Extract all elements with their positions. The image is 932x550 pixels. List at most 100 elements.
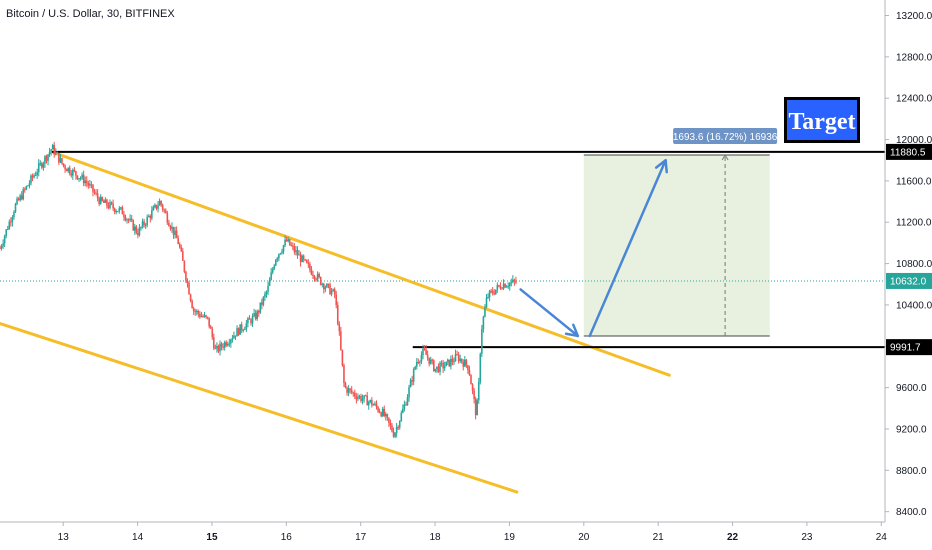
price-tick-label: 13200.0 <box>896 11 932 22</box>
candle-body <box>512 279 514 283</box>
candle-body <box>75 171 77 176</box>
time-tick-label: 17 <box>355 532 367 543</box>
candle-body <box>45 156 48 161</box>
measure-label: 1693.6 (16.72%) 16936 <box>673 132 778 143</box>
channel-upper-line[interactable] <box>50 150 671 377</box>
candle-body <box>284 239 286 246</box>
price-tick-label: 8800.0 <box>896 466 927 477</box>
candle-body <box>285 239 288 242</box>
candle-body <box>470 375 472 385</box>
candle-body <box>103 200 105 203</box>
candle-body <box>316 273 319 280</box>
resistance-price-tag-bg <box>886 143 932 160</box>
candle-body <box>293 246 296 253</box>
candle-body <box>505 286 508 288</box>
candle-body <box>429 359 432 364</box>
candle-body <box>209 326 212 329</box>
candle-body <box>471 384 474 391</box>
channel-lower-line[interactable] <box>0 322 519 494</box>
candle-body <box>169 226 172 229</box>
candle-body <box>203 315 206 317</box>
candle-body <box>205 315 207 317</box>
candle-body <box>112 203 114 209</box>
time-axis[interactable]: 13 14 15 16 17 18 19 20 21 22 23 24 <box>58 522 888 543</box>
time-tick-label: 16 <box>281 532 293 543</box>
candle-body <box>477 382 480 401</box>
candle-body <box>240 324 243 331</box>
candle-body <box>409 380 412 388</box>
candle-body <box>510 282 513 284</box>
candle-body <box>79 178 82 180</box>
candle-body <box>226 344 229 346</box>
candle-body <box>268 279 271 286</box>
candle-body <box>434 368 437 372</box>
candle-body <box>467 365 469 371</box>
candle-body <box>28 183 31 186</box>
candle-body <box>436 366 438 369</box>
target-annotation-box[interactable] <box>787 100 857 140</box>
candle-body <box>146 216 148 225</box>
candle-body <box>248 318 251 320</box>
candle-body <box>155 204 158 209</box>
candle-body <box>267 285 269 292</box>
candle-body <box>439 362 441 372</box>
candle-body <box>172 226 175 235</box>
candle-body <box>90 184 93 186</box>
candle-body <box>383 408 386 416</box>
candle-body <box>72 169 74 176</box>
candle-body <box>487 296 489 298</box>
candle-body <box>81 174 83 179</box>
candle-body <box>319 276 322 285</box>
candle-body <box>126 219 128 221</box>
candle-body <box>127 219 130 221</box>
candle-body <box>367 401 370 406</box>
candle-body <box>42 163 45 168</box>
candle-body <box>256 311 258 320</box>
price-axis[interactable]: 13200.0 12800.0 12400.0 12000.0 11600.0 11200… <box>885 11 932 518</box>
candle-body <box>392 431 395 437</box>
candle-body <box>129 218 131 221</box>
candle-body <box>405 404 407 406</box>
candle-body <box>329 284 331 295</box>
candle-body <box>265 291 268 294</box>
support-price-tag: 9991.7 <box>890 343 921 354</box>
candle-body <box>378 411 381 413</box>
candle-body <box>19 195 21 201</box>
candle-body <box>247 318 249 324</box>
candle-body <box>53 145 56 155</box>
candle-body <box>305 260 308 263</box>
candle-body <box>343 365 345 384</box>
candle-body <box>143 221 145 226</box>
candle-body <box>417 362 420 364</box>
candle-body <box>304 259 307 261</box>
candle-body <box>48 151 51 155</box>
candle-body <box>33 175 35 178</box>
candle-body <box>171 226 173 229</box>
candle-body <box>307 262 310 265</box>
candle-body <box>315 278 317 280</box>
pullback-arrow[interactable] <box>519 288 580 338</box>
candle-body <box>41 163 43 168</box>
candle-body <box>191 300 193 309</box>
target-annotation-text: Target <box>788 109 855 135</box>
candle-body <box>231 338 234 340</box>
target-arrow[interactable] <box>588 158 667 338</box>
candle-body <box>245 323 248 329</box>
candle-body <box>257 311 260 313</box>
candle-body <box>107 205 110 208</box>
candle-body <box>453 361 455 363</box>
candle-body <box>431 359 434 361</box>
candle-body <box>59 157 62 163</box>
candle-body <box>259 302 262 313</box>
candle-body <box>287 239 289 242</box>
candle-body <box>36 172 38 175</box>
candle-body <box>87 183 90 186</box>
candle-body <box>473 390 475 399</box>
candle-body <box>30 175 32 184</box>
candle-body <box>446 359 449 362</box>
candle-body <box>349 388 351 390</box>
time-tick-label: 15 <box>206 532 218 543</box>
candle-body <box>13 212 15 218</box>
candle-body <box>0 246 3 249</box>
